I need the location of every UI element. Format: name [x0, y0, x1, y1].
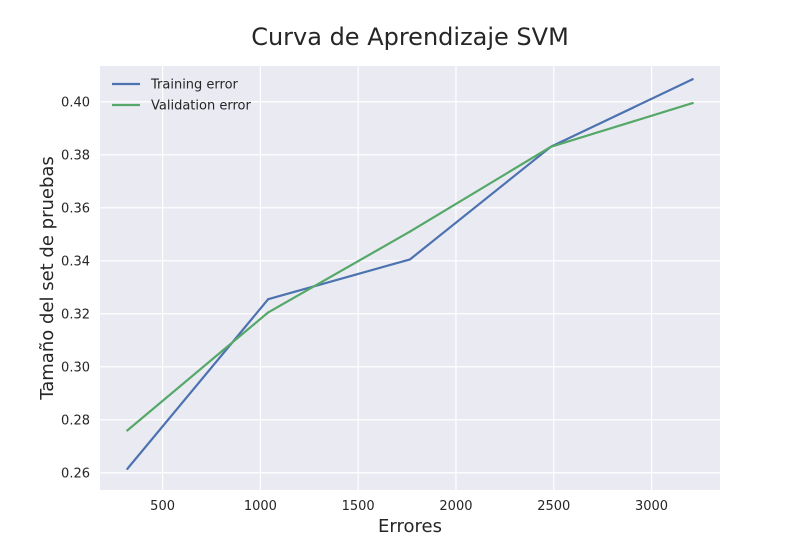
y-tick-label: 0.36: [61, 201, 90, 216]
x-tick-label: 2500: [537, 499, 570, 514]
series-lines: [126, 78, 694, 470]
legend-label: Validation error: [151, 99, 251, 114]
y-axis-ticks: 0.26 0.28 0.30 0.32 0.34 0.36 0.38 0.40: [61, 95, 90, 481]
x-tick-label: 1500: [342, 499, 375, 514]
legend-label: Training error: [150, 78, 239, 93]
data-point: [691, 102, 694, 105]
data-point: [408, 258, 412, 261]
grid: [100, 66, 720, 490]
data-point: [691, 78, 694, 81]
data-point: [549, 145, 552, 148]
x-tick-label: 3000: [635, 499, 668, 514]
y-tick-label: 0.26: [61, 466, 90, 481]
y-tick-label: 0.38: [61, 148, 90, 163]
x-axis-label: Errores: [378, 516, 442, 537]
data-point: [267, 298, 270, 301]
x-tick-label: 500: [150, 499, 175, 514]
y-tick-label: 0.30: [61, 360, 90, 375]
x-tick-label: 2000: [439, 499, 472, 514]
data-point: [126, 467, 129, 470]
y-tick-label: 0.34: [61, 254, 90, 269]
y-tick-label: 0.28: [61, 413, 90, 428]
plot-area: [100, 66, 720, 490]
data-point: [408, 230, 412, 233]
x-tick-label: 1000: [244, 499, 277, 514]
x-axis-ticks: 500 1000 1500 2000 2500 3000: [150, 499, 668, 514]
data-point: [267, 311, 270, 314]
y-tick-label: 0.40: [61, 95, 90, 110]
y-axis-label: Tamaño del set de pruebas: [37, 156, 58, 401]
y-tick-label: 0.32: [61, 307, 90, 322]
chart-title: Curva de Aprendizaje SVM: [251, 23, 569, 51]
data-point: [126, 429, 129, 432]
legend: Training error Validation error: [112, 78, 251, 114]
